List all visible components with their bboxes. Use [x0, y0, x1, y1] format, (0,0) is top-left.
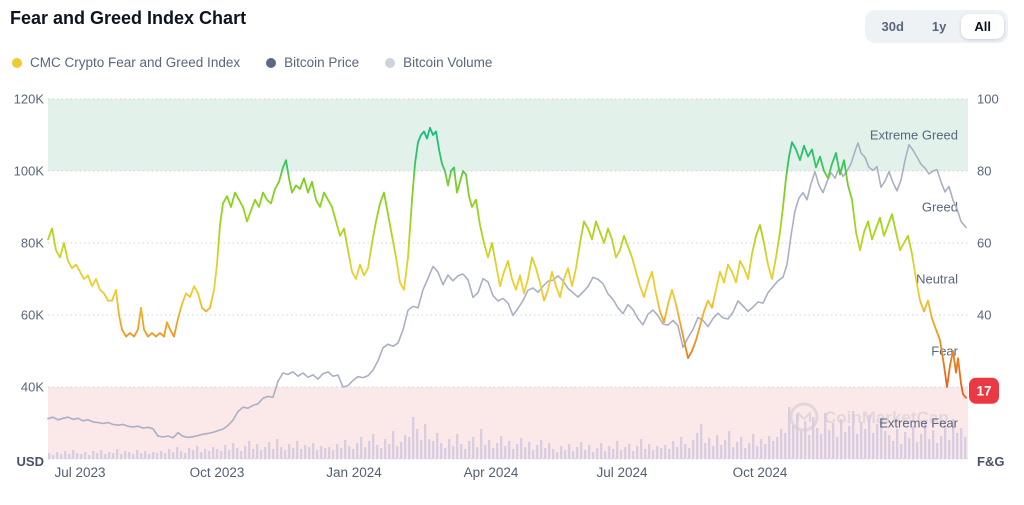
fg-axis-tick: 80: [977, 164, 991, 179]
usd-axis-unit-label: USD: [17, 454, 44, 469]
legend-item-fear-greed-index[interactable]: CMC Crypto Fear and Greed Index: [12, 55, 240, 70]
svg-text:17: 17: [976, 383, 991, 398]
x-axis-tick: Oct 2024: [733, 465, 788, 480]
legend-label-bitcoin-volume: Bitcoin Volume: [403, 55, 493, 70]
legend-dot-fear-greed-icon: [12, 57, 22, 68]
x-axis-tick: Jul 2023: [54, 465, 105, 480]
chart-legend: CMC Crypto Fear and Greed Index Bitcoin …: [12, 55, 492, 70]
x-axis-tick: Oct 2023: [190, 465, 245, 480]
legend-item-bitcoin-price[interactable]: Bitcoin Price: [266, 55, 359, 70]
fg-axis-tick: 100: [977, 92, 999, 107]
x-axis-tick: Apr 2024: [464, 465, 519, 480]
zone-label-greed: Greed: [922, 200, 958, 215]
x-axis-tick: Jul 2024: [596, 465, 648, 480]
bitcoin-volume-bars: [48, 407, 967, 459]
range-30d-button[interactable]: 30d: [869, 14, 917, 39]
fg-axis-tick: 40: [977, 308, 991, 323]
usd-axis-tick: 120K: [14, 92, 45, 107]
legend-label-bitcoin-price: Bitcoin Price: [284, 55, 360, 70]
current-value-badge: 17: [969, 377, 999, 404]
svg-text:CoinMarketCap: CoinMarketCap: [824, 408, 949, 427]
zone-label-extreme-fear: Extreme Fear: [879, 416, 958, 431]
page-title: Fear and Greed Index Chart: [10, 8, 247, 28]
usd-axis-tick: 60K: [21, 308, 44, 323]
legend-label-fear-greed: CMC Crypto Fear and Greed Index: [30, 55, 241, 70]
legend-dot-bitcoin-price-icon: [266, 57, 277, 68]
zone-label-extreme-greed: Extreme Greed: [870, 128, 958, 143]
fear-greed-index-line: [47, 126, 967, 399]
x-axis-tick: Jan 2024: [326, 465, 382, 480]
zone-label-neutral: Neutral: [916, 272, 958, 287]
range-1y-button[interactable]: 1y: [919, 14, 959, 39]
fg-axis-tick: 60: [977, 236, 991, 251]
usd-axis-tick: 100K: [14, 164, 45, 179]
fg-axis-unit-label: F&G: [977, 454, 1004, 469]
usd-axis-tick: 40K: [21, 380, 44, 395]
legend-dot-bitcoin-volume-icon: [385, 57, 396, 68]
legend-item-bitcoin-volume[interactable]: Bitcoin Volume: [385, 55, 492, 70]
range-all-button[interactable]: All: [961, 14, 1004, 39]
usd-axis-tick: 80K: [21, 236, 44, 251]
range-selector: 30d 1y All: [864, 10, 1008, 43]
zone-band-extreme-greed: [48, 99, 968, 171]
